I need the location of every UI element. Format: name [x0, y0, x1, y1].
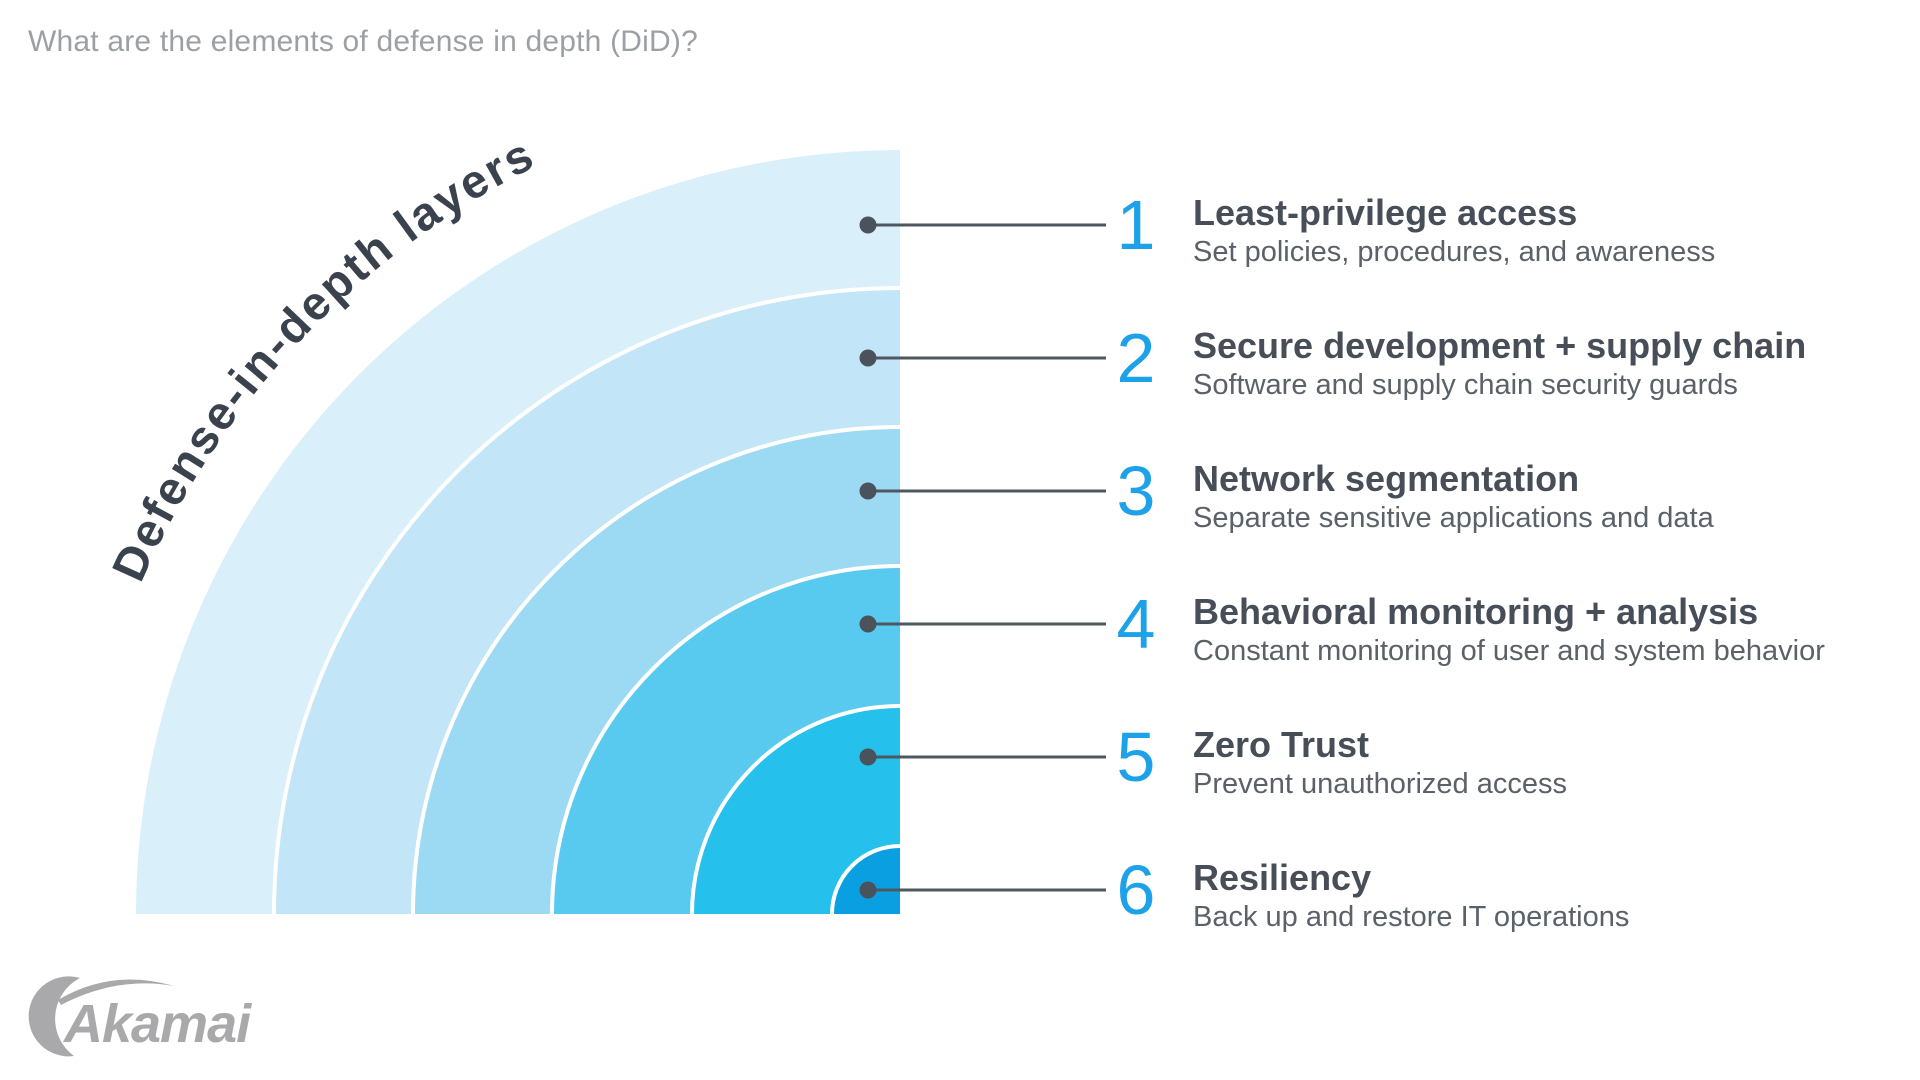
list-item-4: 4 Behavioral monitoring + analysis Const…	[1100, 589, 1825, 671]
item-description-2: Software and supply chain security guard…	[1193, 369, 1738, 401]
list-item-6: 6 Resiliency Back up and restore IT oper…	[1100, 851, 1630, 937]
list-item-3: 3 Network segmentation Separate sensitiv…	[1100, 456, 1714, 538]
connector-dot-3	[859, 482, 877, 500]
item-description-1: Set policies, procedures, and awareness	[1193, 236, 1716, 268]
item-description-3: Separate sensitive applications and data	[1193, 502, 1714, 534]
page-title: What are the elements of defense in dept…	[28, 25, 698, 58]
list-item-5: 5 Zero Trust Prevent unauthorized access	[1100, 722, 1567, 804]
item-number-6: 6	[1116, 851, 1156, 929]
logo-crescent-icon	[28, 976, 81, 1057]
connector-dot-1	[859, 216, 877, 234]
item-title-1: Least-privilege access	[1193, 192, 1578, 233]
logo-wordmark: Akamai	[62, 994, 252, 1054]
ring-layer-6	[830, 844, 900, 914]
item-title-3: Network segmentation	[1193, 458, 1580, 499]
logo-swoosh-icon	[58, 979, 174, 1005]
item-number-4: 4	[1116, 585, 1156, 663]
connector-dot-5	[859, 748, 877, 766]
item-number-2: 2	[1116, 319, 1156, 397]
item-number-5: 5	[1116, 718, 1156, 796]
list-item-2: 2 Secure development + supply chain Soft…	[1100, 319, 1807, 405]
ring-layer-5	[690, 704, 900, 914]
item-title-4: Behavioral monitoring + analysis	[1193, 591, 1759, 632]
item-title-6: Resiliency	[1193, 857, 1372, 898]
item-title-2: Secure development + supply chain	[1193, 325, 1807, 366]
item-number-3: 3	[1116, 452, 1156, 530]
connector-dot-2	[859, 349, 877, 367]
item-number-1: 1	[1116, 186, 1156, 264]
item-title-5: Zero Trust	[1193, 724, 1370, 765]
item-description-4: Constant monitoring of user and system b…	[1193, 635, 1825, 667]
connector-dot-6	[859, 881, 877, 899]
list-item-1: 1 Least-privilege access Set policies, p…	[1100, 186, 1716, 272]
connector-dot-4	[859, 615, 877, 633]
item-description-6: Back up and restore IT operations	[1193, 901, 1630, 933]
connectors	[859, 216, 1106, 899]
item-description-5: Prevent unauthorized access	[1193, 768, 1567, 800]
akamai-logo: Akamai	[28, 976, 253, 1057]
